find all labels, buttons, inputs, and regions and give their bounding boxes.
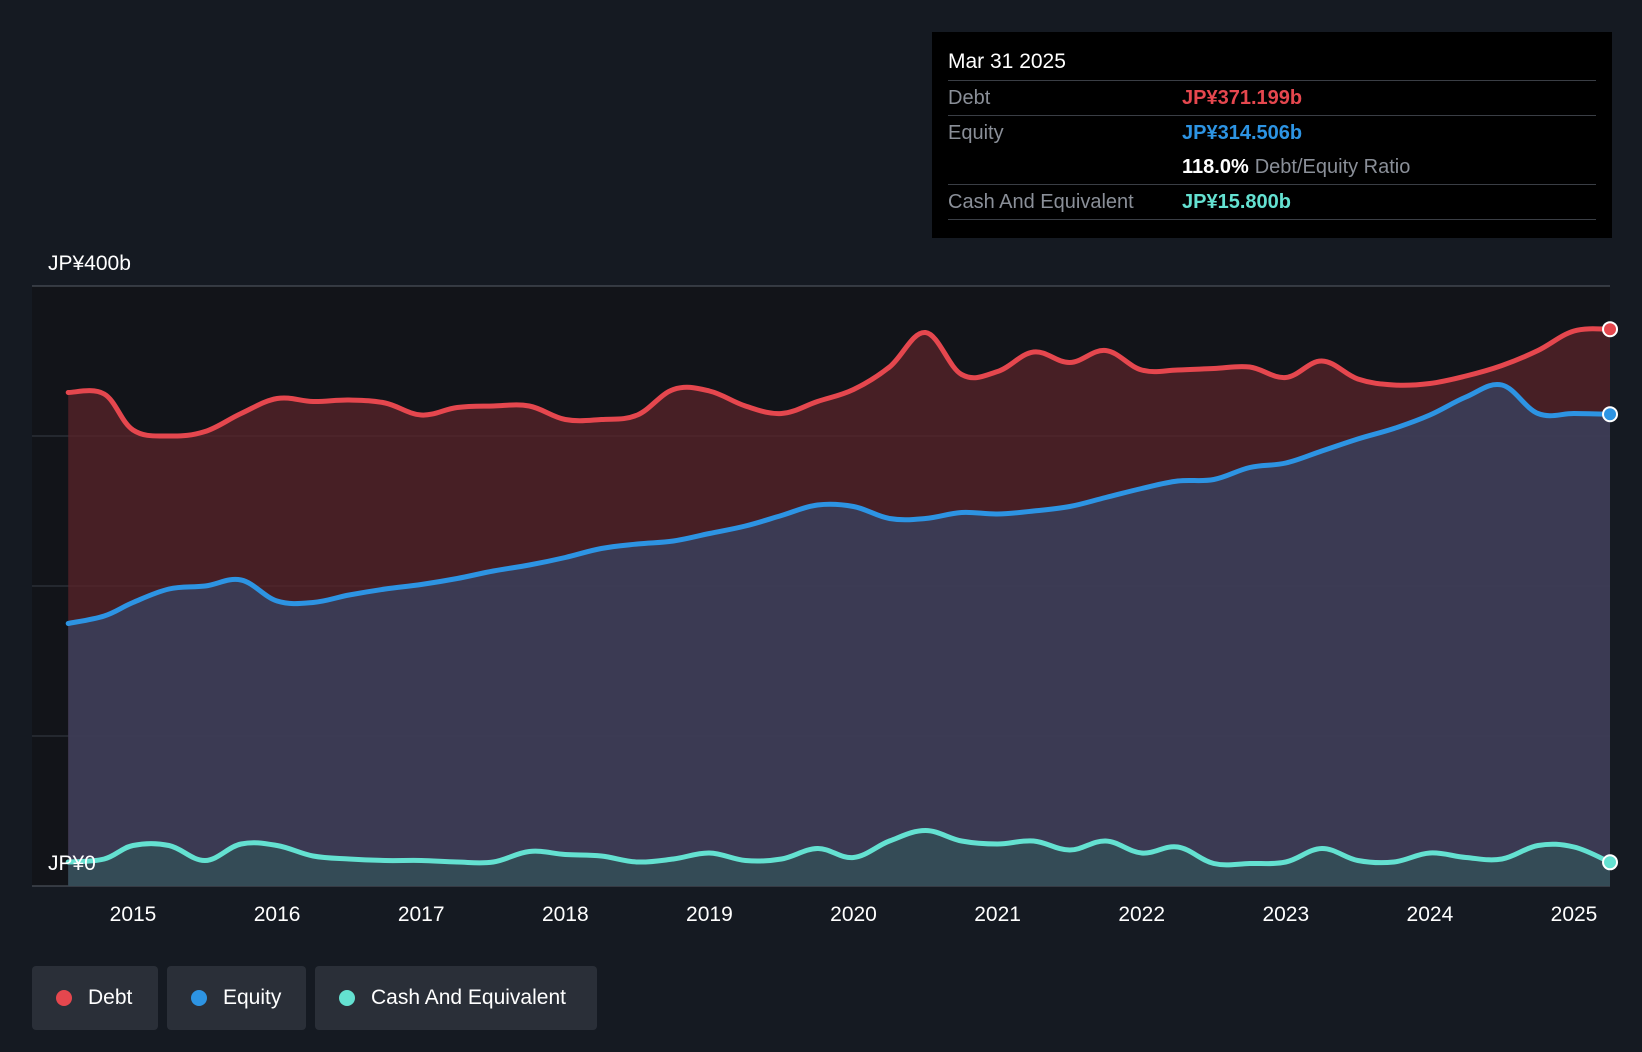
x-tick-2015: 2015	[110, 903, 157, 926]
legend-cash-label: Cash And Equivalent	[371, 986, 566, 1009]
series-end-markers	[1602, 321, 1619, 871]
series-areas	[68, 328, 1611, 887]
cash-dot-icon	[339, 990, 355, 1006]
y-axis-top-label: JP¥400b	[48, 252, 131, 275]
legend: Debt Equity Cash And Equivalent	[32, 966, 597, 1030]
tooltip-equity-row: Equity JP¥314.506b	[948, 115, 1596, 150]
x-axis-ticks: 2015 2016 2017 2018 2019 2020 2021 2022 2023 2024…	[110, 903, 1598, 926]
cash-and-equivalent-end-point[interactable]	[1602, 854, 1619, 871]
legend-item-equity[interactable]: Equity	[167, 966, 306, 1030]
x-tick-2024: 2024	[1407, 903, 1454, 926]
x-tick-2022: 2022	[1118, 903, 1165, 926]
equity-end-point[interactable]	[1602, 406, 1619, 423]
tooltip-panel: Mar 31 2025 Debt JP¥371.199b Equity JP¥3…	[932, 32, 1612, 238]
tooltip-cash-value: JP¥15.800b	[1182, 190, 1291, 213]
x-tick-2019: 2019	[686, 903, 733, 926]
tooltip-cash-label: Cash And Equivalent	[948, 190, 1134, 213]
cash-and-equivalent-area	[68, 830, 1611, 886]
tooltip-ratio-label: Debt/Equity Ratio	[1254, 155, 1411, 178]
legend-debt-label: Debt	[88, 986, 133, 1009]
x-tick-2020: 2020	[830, 903, 877, 926]
tooltip-equity-label: Equity	[948, 121, 1004, 144]
tooltip-debt-row: Debt JP¥371.199b	[948, 80, 1596, 115]
x-tick-2018: 2018	[542, 903, 589, 926]
x-tick-2023: 2023	[1262, 903, 1309, 926]
equity-line	[65, 381, 1613, 626]
tooltip-ratio-row: 118.0% Debt/Equity Ratio	[948, 150, 1596, 184]
x-tick-2025: 2025	[1551, 903, 1598, 926]
equity-area	[68, 384, 1611, 886]
tooltip-debt-value: JP¥371.199b	[1182, 86, 1303, 109]
x-tick-2017: 2017	[398, 903, 445, 926]
tooltip-equity-value: JP¥314.506b	[1182, 121, 1303, 144]
x-tick-2016: 2016	[254, 903, 301, 926]
y-axis-bottom-label: JP¥0	[48, 852, 96, 875]
legend-equity-label: Equity	[223, 986, 282, 1009]
tooltip-date: Mar 31 2025	[948, 50, 1066, 73]
debt-end-point[interactable]	[1602, 321, 1619, 338]
equity-dot-icon	[191, 990, 207, 1006]
tooltip-cash-row: Cash And Equivalent JP¥15.800b	[948, 184, 1596, 220]
x-tick-2021: 2021	[974, 903, 1021, 926]
tooltip-debt-label: Debt	[948, 86, 991, 109]
debt-dot-icon	[56, 990, 72, 1006]
tooltip-ratio-value: 118.0%	[1182, 155, 1249, 178]
series-lines	[65, 326, 1613, 868]
debt-line	[65, 326, 1613, 439]
legend-item-debt[interactable]: Debt	[32, 966, 158, 1030]
legend-item-cash[interactable]: Cash And Equivalent	[315, 966, 597, 1030]
cash-and-equivalent-line	[65, 828, 1613, 868]
